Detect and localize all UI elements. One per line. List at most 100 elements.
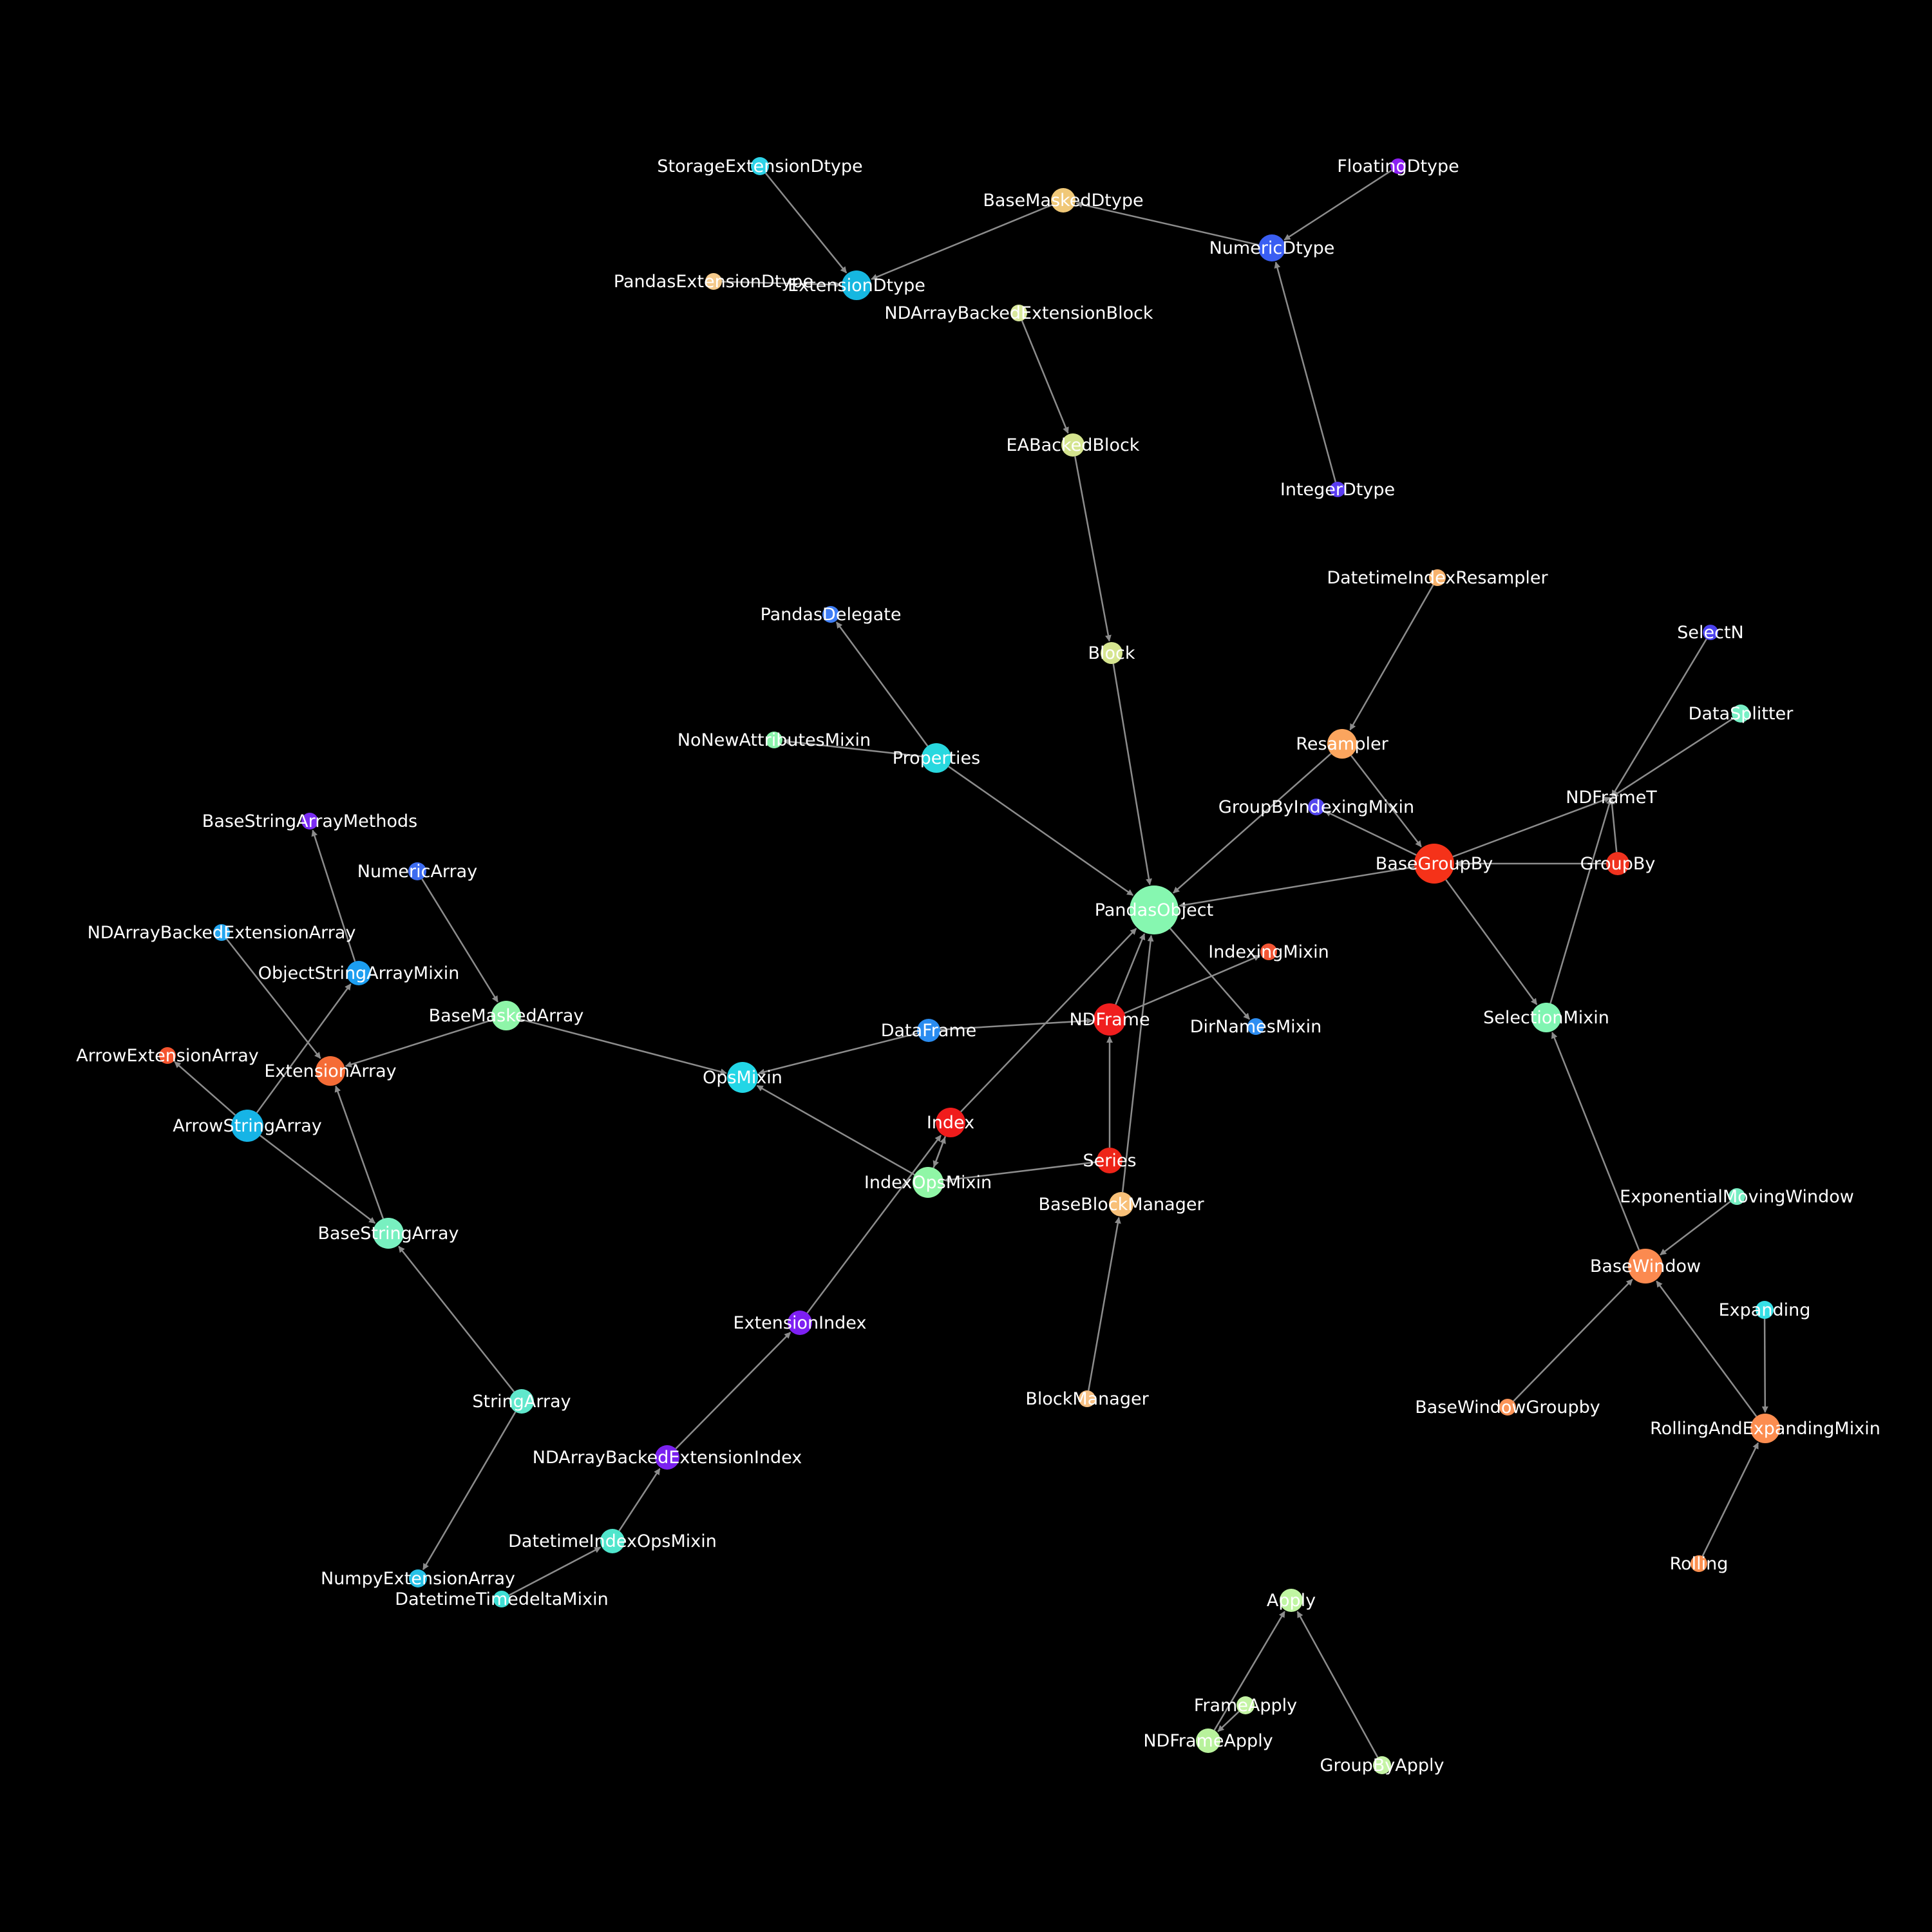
node-datetime-index-ops-mixin[interactable] [600,1529,625,1553]
node-ops-mixin[interactable] [727,1062,758,1093]
edge-select-n-to-nd-frame-t [1611,638,1707,797]
node-datetime-timedelta-mixin[interactable] [493,1591,510,1607]
edge-arrow-string-array-to-base-string-array [260,1135,376,1224]
edge-extension-index-to-index [806,1135,942,1314]
node-base-masked-array[interactable] [491,1001,521,1030]
node-indexing-mixin[interactable] [1260,943,1277,960]
node-label-selection-mixin: SelectionMixin [1483,1008,1609,1028]
node-label-base-window-groupby: BaseWindowGroupby [1415,1397,1600,1417]
node-label-numeric-dtype: NumericDtype [1209,238,1335,258]
node-label-datetime-index-ops-mixin: DatetimeIndexOpsMixin [508,1531,717,1551]
node-selection-mixin[interactable] [1531,1003,1561,1032]
node-base-string-array-methods[interactable] [301,813,318,829]
node-label-base-string-array: BaseStringArray [317,1224,459,1244]
edge-numeric-dtype-to-base-masked-dtype [1075,201,1259,246]
nodes-layer [159,157,1780,1774]
node-properties[interactable] [922,743,951,773]
node-data-frame[interactable] [917,1019,940,1042]
node-base-string-array[interactable] [373,1218,404,1249]
node-pandas-extension-dtype[interactable] [705,273,722,290]
node-frame-apply[interactable] [1236,1696,1255,1714]
node-extension-index[interactable] [788,1311,812,1335]
node-storage-extension-dtype[interactable] [751,157,769,175]
node-label-nd-array-backed-extension-index: NDArrayBackedExtensionIndex [533,1448,802,1468]
node-group-by-apply[interactable] [1373,1756,1391,1774]
edge-data-frame-to-ops-mixin [758,1032,918,1075]
node-numeric-array[interactable] [408,862,426,880]
node-label-no-new-attributes-mixin: NoNewAttributesMixin [677,730,871,750]
node-label-base-block-manager: BaseBlockManager [1038,1195,1204,1215]
node-group-by-indexing-mixin[interactable] [1308,799,1325,815]
edge-storage-extension-dtype-to-extension-dtype [764,173,848,274]
node-object-string-array-mixin[interactable] [346,961,371,985]
node-no-new-attributes-mixin[interactable] [766,732,782,748]
node-numpy-extension-array[interactable] [409,1569,427,1587]
node-select-n[interactable] [1703,625,1718,640]
edge-data-frame-to-nd-frame [940,1018,1094,1031]
node-label-string-array: StringArray [472,1392,571,1412]
node-label-rolling: Rolling [1670,1554,1728,1574]
node-arrow-extension-array[interactable] [159,1047,176,1064]
edge-numeric-array-to-base-masked-array [421,878,498,1003]
node-rolling-and-expanding-mixin[interactable] [1750,1414,1780,1443]
node-resampler[interactable] [1327,729,1357,759]
node-label-extension-dtype: ExtensionDtype [788,276,925,296]
node-pandas-object[interactable] [1130,886,1179,934]
node-label-extension-array: ExtensionArray [264,1061,396,1081]
node-series[interactable] [1097,1148,1122,1173]
node-data-splitter[interactable] [1732,705,1750,723]
node-apply[interactable] [1280,1589,1303,1612]
node-block-manager[interactable] [1079,1390,1095,1407]
node-integer-dtype[interactable] [1330,482,1345,497]
node-label-index-ops-mixin: IndexOpsMixin [864,1173,992,1193]
node-ea-backed-block[interactable] [1061,433,1084,457]
node-label-group-by-indexing-mixin: GroupByIndexingMixin [1218,797,1414,817]
edge-nd-frame-apply-to-apply [1213,1611,1285,1731]
node-numeric-dtype[interactable] [1258,234,1285,261]
node-nd-array-backed-extension-block[interactable] [1010,305,1027,321]
node-label-frame-apply: FrameApply [1194,1696,1297,1716]
node-exponential-moving-window[interactable] [1728,1188,1745,1205]
node-base-window-groupby[interactable] [1499,1399,1516,1416]
edge-integer-dtype-to-numeric-dtype [1274,261,1337,482]
edge-datetime-timedelta-mixin-to-datetime-index-ops-mixin [508,1546,601,1596]
node-label-block: Block [1088,643,1135,663]
node-nd-frame[interactable] [1094,1003,1126,1036]
edge-floating-dtype-to-numeric-dtype [1283,169,1392,241]
node-dir-names-mixin[interactable] [1247,1018,1264,1035]
edge-data-splitter-to-nd-frame-t [1611,717,1734,797]
node-label-numpy-extension-array: NumpyExtensionArray [321,1569,515,1589]
node-index-ops-mixin[interactable] [913,1167,943,1198]
node-rolling[interactable] [1690,1555,1707,1572]
node-extension-dtype[interactable] [842,270,871,300]
node-nd-frame-apply[interactable] [1196,1728,1220,1753]
node-nd-array-backed-extension-index[interactable] [655,1445,679,1470]
node-datetime-index-resampler[interactable] [1429,569,1446,586]
node-label-nd-frame-apply: NDFrameApply [1143,1731,1273,1751]
node-base-group-by[interactable] [1414,844,1454,884]
node-index[interactable] [936,1108,965,1137]
edge-datetime-index-resampler-to-resampler [1349,584,1434,731]
node-extension-array[interactable] [316,1056,345,1086]
node-base-block-manager[interactable] [1109,1192,1133,1217]
edge-nd-frame-to-pandas-object [1115,933,1146,1005]
node-nd-array-backed-extension-array[interactable] [213,924,230,941]
node-string-array[interactable] [509,1389,534,1414]
node-block[interactable] [1101,642,1122,664]
node-floating-dtype[interactable] [1390,158,1406,174]
node-label-data-frame: DataFrame [881,1021,977,1041]
node-label-block-manager: BlockManager [1025,1389,1149,1409]
node-arrow-string-array[interactable] [231,1110,263,1142]
edge-group-by-apply-to-apply [1296,1611,1379,1758]
edge-exponential-moving-window-to-base-window [1660,1200,1731,1256]
edge-index-to-pandas-object [960,928,1137,1113]
node-label-rolling-and-expanding-mixin: RollingAndExpandingMixin [1650,1419,1880,1439]
node-base-window[interactable] [1628,1249,1663,1283]
node-pandas-delegate[interactable] [822,606,839,623]
node-expanding[interactable] [1756,1301,1774,1319]
node-base-masked-dtype[interactable] [1051,188,1075,213]
edge-base-block-manager-to-pandas-object [1121,934,1154,1193]
node-group-by[interactable] [1606,852,1629,875]
